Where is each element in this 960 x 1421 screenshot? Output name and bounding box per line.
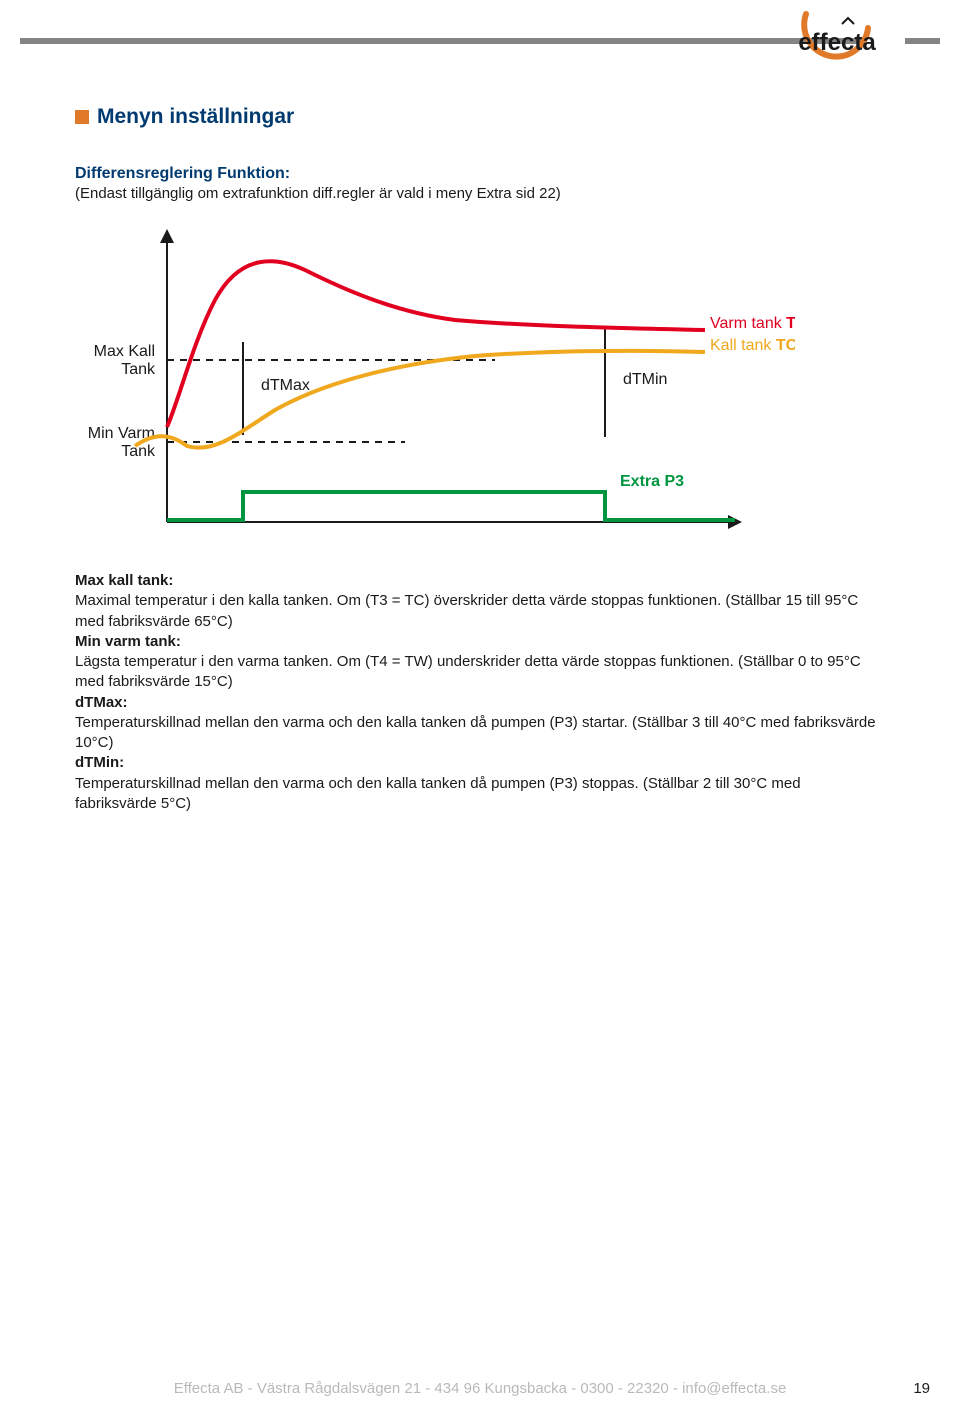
series-cold-tc	[135, 351, 705, 448]
dtmin-heading: dTMin:	[75, 753, 885, 773]
page-content: Menyn inställningar Differensreglering F…	[75, 105, 885, 814]
brand-name: effecta	[798, 29, 876, 56]
svg-text:Tank: Tank	[121, 361, 156, 378]
definitions-block: Max kall tank: Maximal temperatur i den …	[75, 571, 885, 814]
dtmax-label: dTMax	[261, 377, 310, 394]
section-title: Menyn inställningar	[75, 105, 885, 129]
differential-chart: Max Kall Tank Min Varm Tank dTMax dTMin …	[75, 222, 795, 542]
subheading: Differensreglering Funktion:	[75, 165, 885, 183]
dtmax-body: Temperaturskillnad mellan den varma och …	[75, 714, 876, 751]
bullet-square-icon	[75, 110, 89, 124]
header-rule-left	[20, 38, 865, 44]
section-title-text: Menyn inställningar	[97, 105, 294, 129]
series-warm-tw	[167, 261, 705, 427]
subheading-note: (Endast tillgänglig om extrafunktion dif…	[75, 185, 885, 202]
dtmin-body: Temperaturskillnad mellan den varma och …	[75, 775, 801, 812]
header-rule-right	[905, 38, 940, 44]
page-number: 19	[913, 1380, 930, 1397]
y-label-max-kall: Max Kall	[94, 343, 155, 360]
footer-text: Effecta AB - Västra Rågdalsvägen 21 - 43…	[0, 1380, 960, 1397]
extra-p3-step	[167, 492, 735, 520]
dtmax-heading: dTMax:	[75, 693, 885, 713]
max-kall-body: Maximal temperatur i den kalla tanken. O…	[75, 592, 858, 629]
min-varm-body: Lägsta temperatur i den varma tanken. Om…	[75, 653, 861, 690]
min-varm-heading: Min varm tank:	[75, 632, 885, 652]
legend-cold: Kall tank TC	[710, 337, 795, 354]
legend-p3: Extra P3	[620, 473, 684, 490]
dtmin-label: dTMin	[623, 371, 667, 388]
max-kall-heading: Max kall tank:	[75, 571, 885, 591]
legend-warm: Varm tank TW	[710, 315, 795, 332]
brand-logo: effecta	[772, 6, 902, 76]
